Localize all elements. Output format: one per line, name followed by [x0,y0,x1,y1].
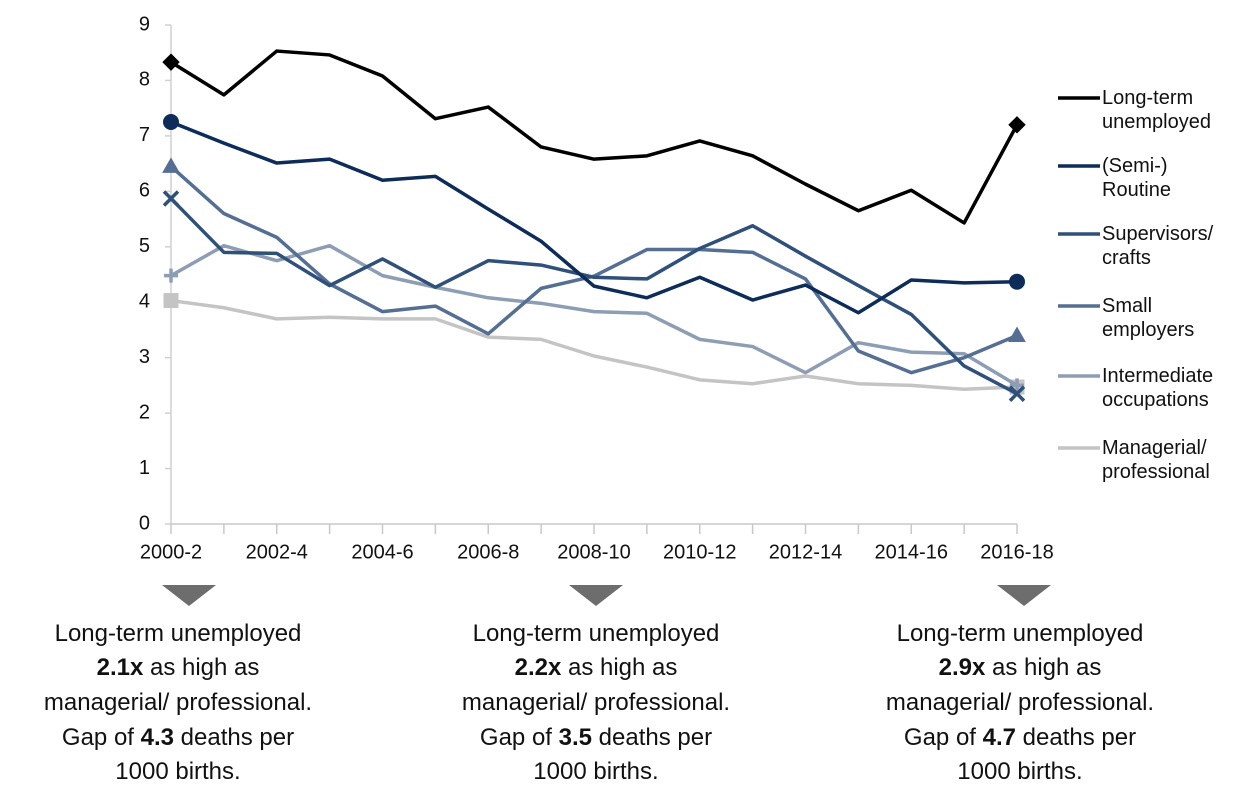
annotation-text: 1000 births. [957,758,1082,785]
annotation-arrow [569,585,623,606]
annotation-arrow [162,585,216,606]
marker [1008,116,1026,134]
annotation-line: managerial/ professional. [44,689,312,716]
annotation-line: Long-term unemployed [55,620,302,647]
series-line [170,49,1019,225]
y-tick-label: 9 [139,13,150,35]
annotation-line: Long-term unemployed [473,620,720,647]
marker [1008,385,1026,402]
annotation-line: 1000 births. [533,758,658,785]
legend-label: (Semi-) Routine [1102,155,1171,201]
annotation-text: 1000 births. [115,758,240,785]
annotation-text: as high as [143,654,259,681]
y-tick-label: 3 [139,346,150,368]
annotation-line: 1000 births. [115,758,240,785]
annotation-line: Gap of 3.5 deaths per [480,724,712,751]
series-line [169,197,1018,396]
y-tick-label: 4 [139,291,150,313]
series-line [170,120,1018,315]
annotation-text: Long-term unemployed [55,620,302,647]
annotation-arrow [997,585,1051,606]
annotation-text: deaths per [174,724,294,751]
annotation-line: 1000 births. [957,758,1082,785]
x-tick-label: 2002-4 [246,541,308,563]
annotation-text: 4.7 [983,724,1016,751]
annotation-line: managerial/ professional. [462,689,730,716]
x-tick-label: 2014-16 [875,541,948,563]
x-tick-label: 2010-12 [663,541,736,563]
marker [1010,378,1024,393]
x-tick-label: 2000-2 [140,541,202,563]
annotation-text: Gap of [904,724,983,751]
annotation-text: 1000 births. [533,758,658,785]
annotation-text: as high as [561,654,677,681]
marker [162,157,180,173]
annotation-text: 3.5 [559,724,592,751]
legend-label: Supervisors/ crafts [1102,223,1214,269]
x-tick-label: 2016-18 [980,541,1053,563]
y-tick-label: 6 [139,180,150,202]
annotation-text: 2.2x [515,654,562,681]
marker [1008,326,1026,342]
x-tick-label: 2008-10 [557,541,630,563]
annotation-text: as high as [985,654,1101,681]
annotation-text: Gap of [62,724,141,751]
y-tick-label: 2 [139,401,150,423]
marker [164,268,178,283]
annotation-text: 4.3 [141,724,174,751]
annotation-line: Gap of 4.7 deaths per [904,724,1136,751]
y-tick-label: 1 [139,457,150,479]
annotation-text: Gap of [480,724,559,751]
annotation-line: Long-term unemployed [897,620,1144,647]
marker [1009,273,1025,290]
marker [163,293,179,309]
legend-label: Long-term unemployed [1102,87,1211,133]
marker [163,114,179,131]
annotation-line: 2.1x as high as [97,654,260,681]
annotation-text: managerial/ professional. [44,689,312,716]
y-tick-label: 0 [139,512,150,534]
legend-label: Managerial/ professional [1102,437,1210,483]
annotation-text: managerial/ professional. [462,689,730,716]
annotation-text: 2.9x [939,654,986,681]
annotation-text: Long-term unemployed [897,620,1144,647]
marker [162,53,180,71]
y-tick-label: 8 [139,69,150,91]
annotation-text: managerial/ professional. [886,689,1154,716]
x-tick-label: 2006-8 [457,541,519,563]
annotation-line: managerial/ professional. [886,689,1154,716]
annotation-text: deaths per [592,724,712,751]
annotation-line: 2.2x as high as [515,654,678,681]
x-tick-label: 2012-14 [769,541,842,563]
y-tick-label: 5 [139,235,150,257]
marker [162,190,180,207]
legend-label: Intermediate occupations [1102,365,1214,411]
y-tick-label: 7 [139,124,150,146]
annotation-line: Gap of 4.3 deaths per [62,724,294,751]
x-tick-label: 2004-6 [351,541,413,563]
annotation-text: Long-term unemployed [473,620,720,647]
annotation-line: 2.9x as high as [939,654,1102,681]
legend-label: Small employers [1102,295,1195,341]
series-line [170,243,1018,387]
annotation-text: 2.1x [97,654,144,681]
series-line [170,298,1018,392]
annotation-text: deaths per [1016,724,1136,751]
